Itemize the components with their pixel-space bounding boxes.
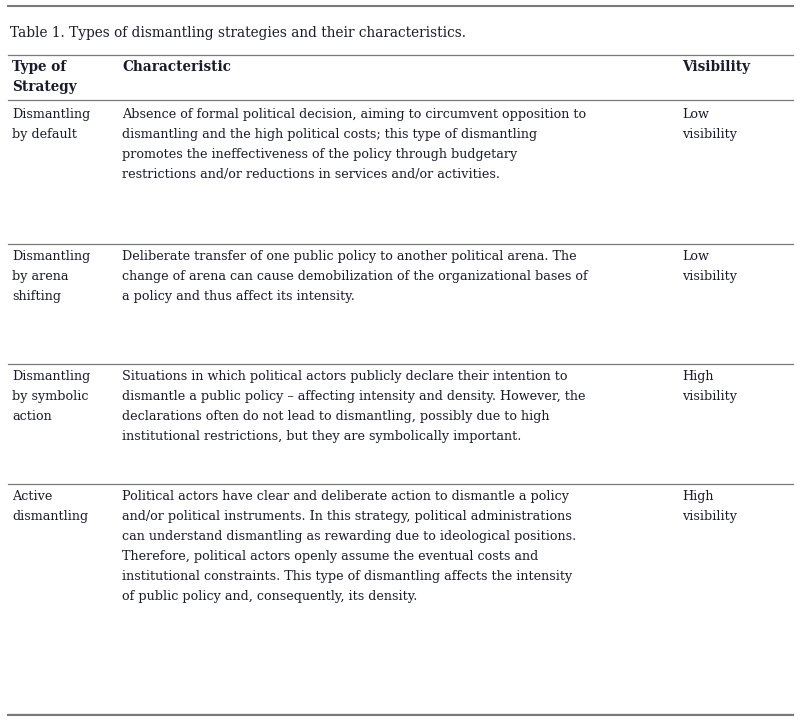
Text: Table 1. Types of dismantling strategies and their characteristics.: Table 1. Types of dismantling strategies… xyxy=(10,26,466,40)
Text: Low
visibility: Low visibility xyxy=(682,108,737,141)
Text: Visibility: Visibility xyxy=(682,60,750,74)
Text: Dismantling
by arena
shifting: Dismantling by arena shifting xyxy=(12,250,91,303)
Text: High
visibility: High visibility xyxy=(682,370,737,403)
Text: Situations in which political actors publicly declare their intention to
dismant: Situations in which political actors pub… xyxy=(122,370,586,443)
Text: Active
dismantling: Active dismantling xyxy=(12,490,88,523)
Text: Deliberate transfer of one public policy to another political arena. The
change : Deliberate transfer of one public policy… xyxy=(122,250,588,303)
Text: Political actors have clear and deliberate action to dismantle a policy
and/or p: Political actors have clear and delibera… xyxy=(122,490,576,603)
Text: High
visibility: High visibility xyxy=(682,490,737,523)
Text: Absence of formal political decision, aiming to circumvent opposition to
dismant: Absence of formal political decision, ai… xyxy=(122,108,586,181)
Text: Dismantling
by symbolic
action: Dismantling by symbolic action xyxy=(12,370,91,423)
Text: Low
visibility: Low visibility xyxy=(682,250,737,283)
Text: Type of
Strategy: Type of Strategy xyxy=(12,60,77,94)
Text: Characteristic: Characteristic xyxy=(122,60,231,74)
Text: Dismantling
by default: Dismantling by default xyxy=(12,108,91,141)
